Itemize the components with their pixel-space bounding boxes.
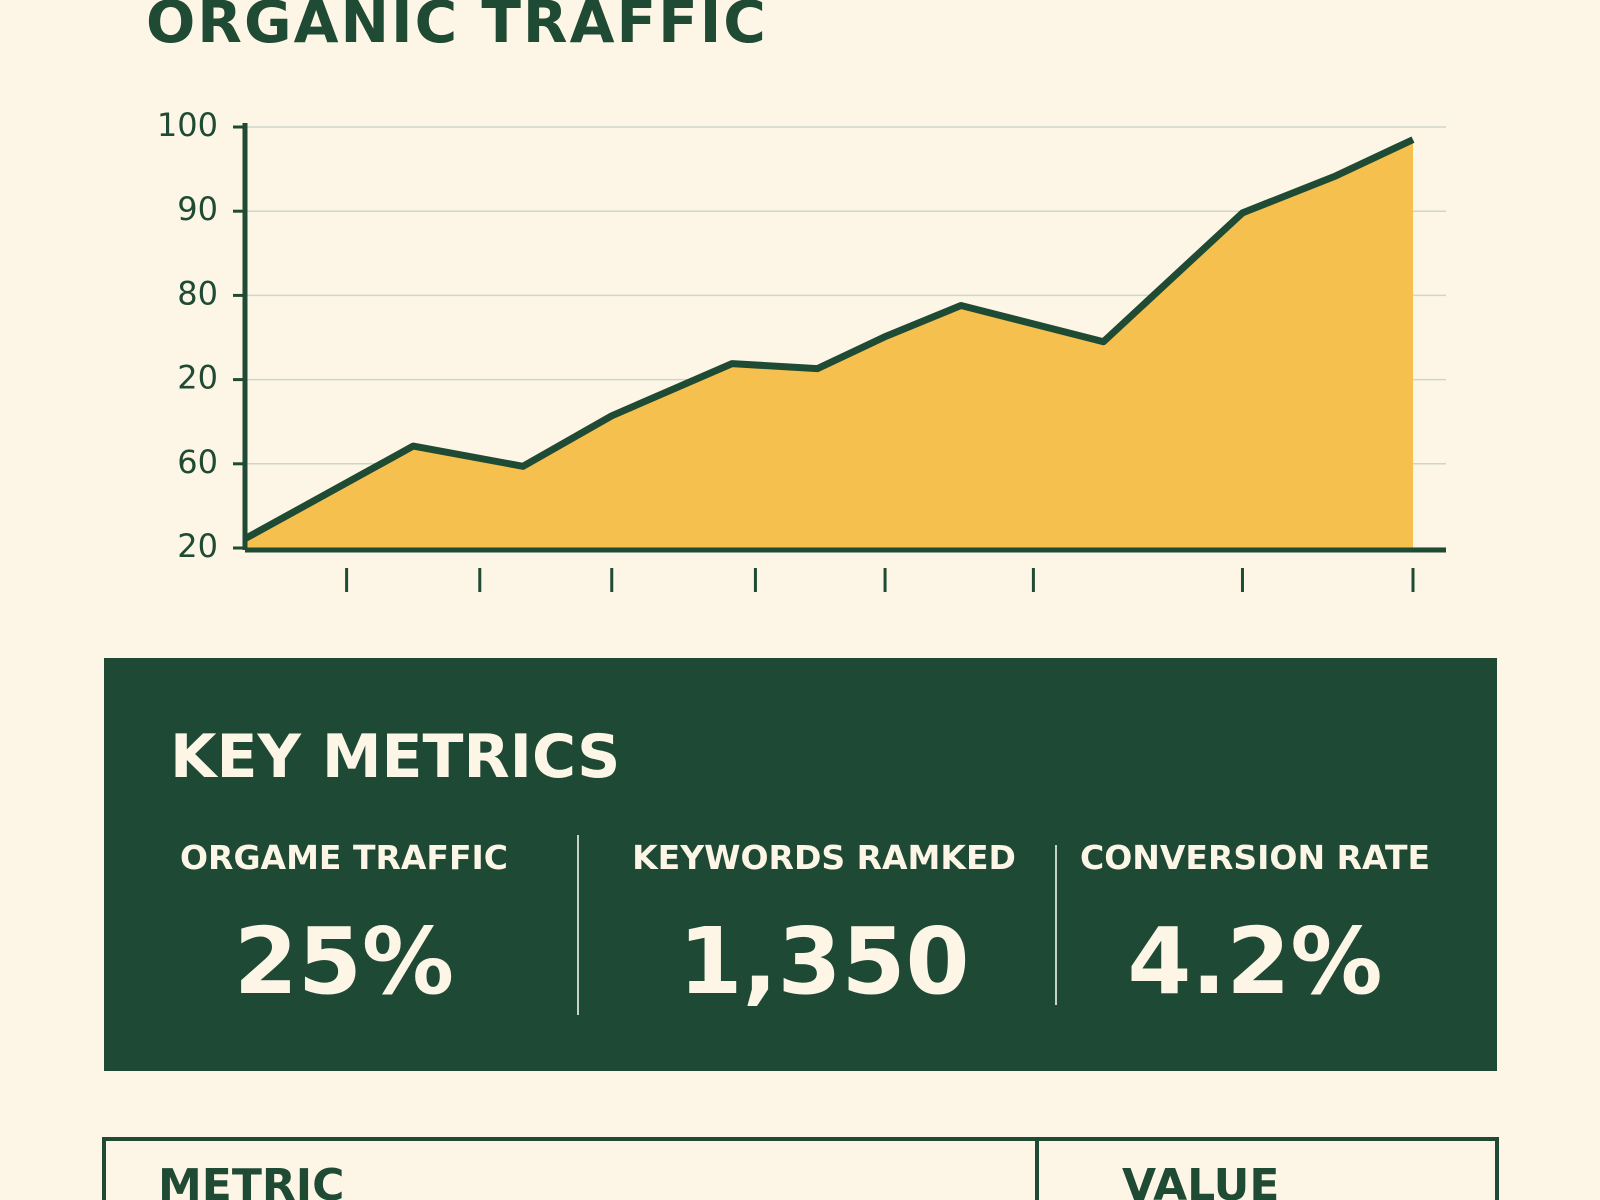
metrics: ORGAME TRAFFIC 25% KEYWORDS RAMKED 1,350 CON… xyxy=(180,838,1430,1015)
metric-label: ORGAME TRAFFIC xyxy=(180,838,508,877)
metric-value: 1,350 xyxy=(678,908,969,1015)
area xyxy=(245,139,1413,548)
y-tick-label: 20 xyxy=(177,359,218,397)
line xyxy=(243,136,1415,542)
metric-label: CONVERSION RATE xyxy=(1080,838,1430,877)
metric-value: 4.2% xyxy=(1127,908,1382,1015)
metrics-title: KEY METRICS xyxy=(170,722,620,792)
metric-label: KEYWORDS RAMKED xyxy=(632,838,1016,877)
y-tick-label: 60 xyxy=(177,443,218,481)
table-header: METRIC xyxy=(158,1160,344,1200)
table xyxy=(102,1137,1499,1200)
y-tick-label: 90 xyxy=(177,190,218,228)
y-tick-label: 80 xyxy=(177,274,218,312)
y-tick-label: 100 xyxy=(157,106,218,144)
metric-value: 25% xyxy=(234,908,454,1015)
chart-title: ORGANIC TRAFFIC xyxy=(146,0,768,56)
y-tick-label: 20 xyxy=(177,527,218,565)
plot: 20 60 20 80 90 100 xyxy=(157,106,1446,592)
metrics-panel xyxy=(104,658,1497,1071)
table-header: VALUE xyxy=(1122,1160,1279,1200)
